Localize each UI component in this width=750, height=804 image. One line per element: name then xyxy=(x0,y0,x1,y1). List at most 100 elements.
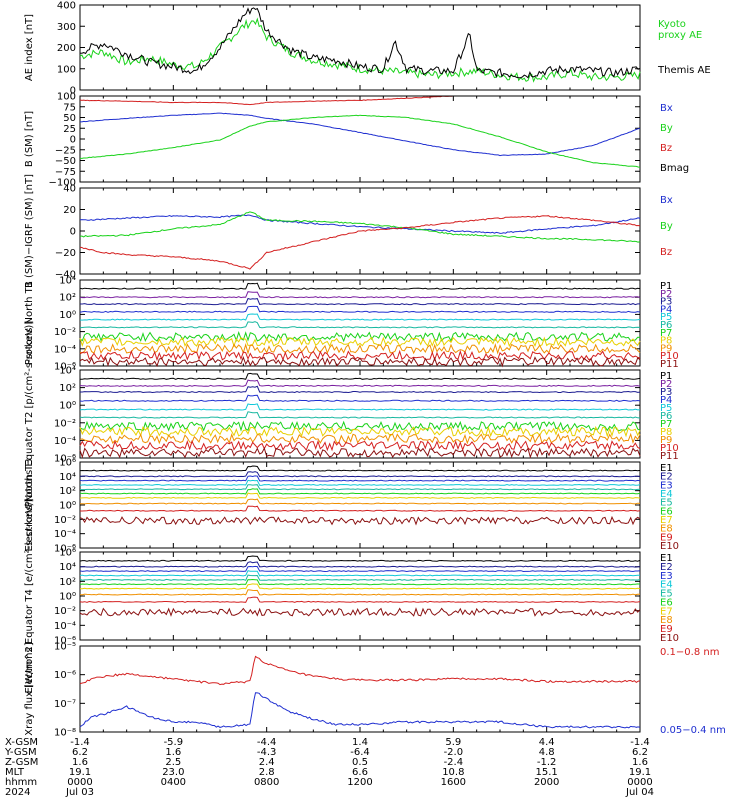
legend-label: E2 xyxy=(660,472,673,483)
legend-label: 0.05−0.4 nm xyxy=(660,725,726,736)
legend-label: Bx xyxy=(660,103,673,114)
series-line-Kyoto proxy AE xyxy=(79,17,641,83)
y-axis-label: B (SM)−IGRF (SM) [nT] xyxy=(24,174,35,288)
y-tick-label: 10² xyxy=(59,486,76,497)
series-line-E9 xyxy=(80,505,641,512)
legend-label: P8 xyxy=(660,336,672,347)
y-tick-label: 10⁻⁶ xyxy=(54,636,76,647)
legend-label: P3 xyxy=(660,297,672,308)
series-line-E3 xyxy=(79,565,641,573)
legend-label: P4 xyxy=(660,304,672,315)
y-tick-label: 10⁴ xyxy=(59,562,76,573)
legend-label: E9 xyxy=(660,624,673,635)
series-line-E5 xyxy=(80,484,641,491)
legend-label: E3 xyxy=(660,571,673,582)
panel-frame-prot-n xyxy=(79,279,641,367)
legend-label: E10 xyxy=(660,541,679,552)
y-tick-label: 10⁻⁶ xyxy=(54,544,76,555)
legend-label: P9 xyxy=(660,435,672,446)
y-tick-label: 10⁴ xyxy=(59,276,76,287)
series-line-E8 xyxy=(80,498,641,505)
legend-label: P9 xyxy=(660,343,672,354)
y-tick-label: 10⁻⁴ xyxy=(54,529,76,540)
x-axis-value: -4.4 xyxy=(257,737,277,748)
y-axis-label: AE index [nT] xyxy=(24,14,35,81)
x-axis-value: -2.4 xyxy=(444,757,464,768)
series-line-E5 xyxy=(79,574,641,581)
legend-label: Kyoto xyxy=(658,19,686,30)
y-tick-label: 10⁶ xyxy=(59,458,76,469)
x-axis-value: 15.1 xyxy=(536,767,558,778)
x-axis-value: 0400 xyxy=(161,777,186,788)
x-axis-value: 2.8 xyxy=(259,767,275,778)
legend-label: P10 xyxy=(660,443,679,454)
legend-label: E9 xyxy=(660,532,673,543)
x-axis-value: 23.0 xyxy=(162,767,184,778)
legend-label: E8 xyxy=(660,524,673,535)
legend-label: P5 xyxy=(660,312,672,323)
series-line-By xyxy=(79,211,641,243)
x-axis-value: 6.2 xyxy=(72,747,88,758)
x-axis-value: 1200 xyxy=(347,777,372,788)
legend-label: P11 xyxy=(660,451,679,462)
series-line-P7 xyxy=(79,330,641,343)
x-axis-value: -5.9 xyxy=(164,737,184,748)
x-axis-value: 0000 xyxy=(67,777,92,788)
y-tick-label: 100 xyxy=(57,92,76,103)
legend-label: P11 xyxy=(660,359,679,370)
series-line-P11 xyxy=(79,355,641,368)
y-tick-label: 100 xyxy=(57,64,76,75)
x-axis-value: 1.6 xyxy=(72,757,88,768)
legend-label: Bx xyxy=(660,195,673,206)
legend-label: By xyxy=(660,221,673,232)
series-line-P9 xyxy=(79,342,641,355)
x-axis-value: Jul 03 xyxy=(65,787,94,798)
y-tick-label: 10⁻⁴ xyxy=(54,344,76,355)
x-axis-value: 0800 xyxy=(254,777,279,788)
legend-label: P7 xyxy=(660,328,672,339)
series-line-E4 xyxy=(79,479,641,486)
series-line-E8 xyxy=(80,589,641,596)
y-tick-label: 10² xyxy=(59,577,76,588)
legend-label: Bmag xyxy=(660,163,689,174)
legend-label: E5 xyxy=(660,498,673,509)
x-axis-value: 19.1 xyxy=(69,767,91,778)
legend-label: P7 xyxy=(660,419,672,430)
legend-label: E6 xyxy=(660,506,673,517)
y-tick-label: 0 xyxy=(70,135,76,146)
x-axis-value: -1.2 xyxy=(537,757,557,768)
x-axis-value: 5.9 xyxy=(445,737,461,748)
series-line-E6 xyxy=(79,488,641,495)
y-tick-label: 10⁴ xyxy=(59,366,76,377)
y-tick-label: −20 xyxy=(55,248,76,259)
y-tick-label: 10⁰ xyxy=(59,501,76,512)
y-tick-label: 10⁻² xyxy=(54,606,76,617)
series-line-P3 xyxy=(80,385,641,394)
x-axis-value: 1.6 xyxy=(165,747,181,758)
legend-label: E4 xyxy=(660,489,673,500)
x-axis-value: 1.6 xyxy=(632,757,648,768)
legend-label: P1 xyxy=(660,281,672,292)
x-axis-value: 6.6 xyxy=(352,767,368,778)
panel-frame-xray xyxy=(79,645,641,733)
series-line-P6 xyxy=(79,321,641,329)
y-axis-label: B (SM) [nT] xyxy=(24,111,35,167)
y-tick-label: 10⁻⁴ xyxy=(54,621,76,632)
legend-label: Bz xyxy=(660,143,672,154)
series-line-E3 xyxy=(79,475,641,482)
x-axis-row-label: 2024 xyxy=(5,787,30,798)
legend-label: E7 xyxy=(660,606,673,617)
series-line-P2 xyxy=(79,379,641,387)
legend-label: P6 xyxy=(660,320,672,331)
y-tick-label: 25 xyxy=(63,124,76,135)
x-axis-row-label: MLT xyxy=(5,767,25,778)
x-axis-value: 6.2 xyxy=(632,747,648,758)
series-line-P5 xyxy=(79,403,641,411)
x-axis-value: 4.8 xyxy=(539,747,555,758)
x-axis-row-label: hhmm xyxy=(5,777,37,788)
series-line-Themis AE xyxy=(79,7,641,79)
series-line-By xyxy=(80,114,641,168)
series-line-E10 xyxy=(79,515,641,526)
